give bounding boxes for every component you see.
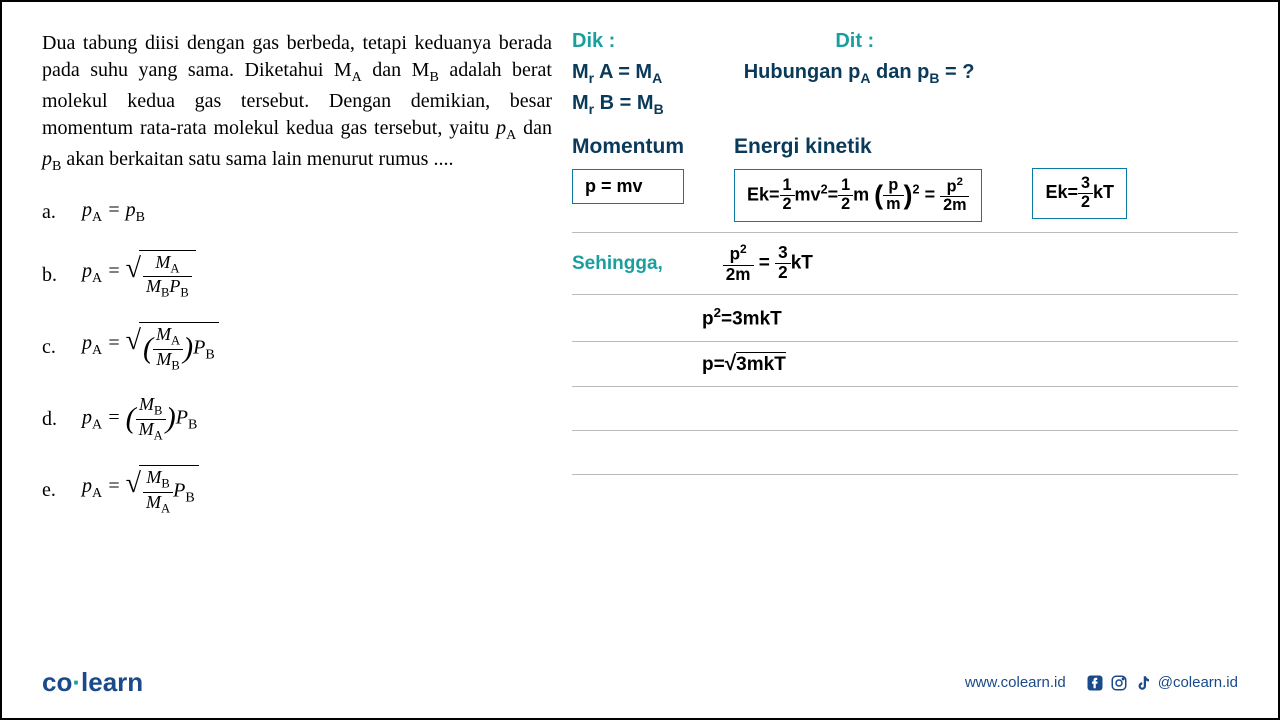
given-mb: Mr B = MB [572, 92, 664, 117]
footer-url: www.colearn.id [965, 674, 1066, 691]
option-d: d. pA = (MBMA)PB [42, 395, 552, 443]
question-column: Dua tabung diisi dengan gas berbeda, tet… [42, 30, 552, 602]
step-1: Sehingga, p22m = 32kT [572, 232, 1238, 295]
option-c: c. pA = (MAMB)PB [42, 322, 552, 373]
step-3: p=√3mkT [572, 342, 1238, 387]
option-b-formula: pA = MAMBPB [82, 250, 196, 301]
footer: co·learn www.colearn.id @colearn.id [42, 667, 1238, 698]
logo: co·learn [42, 667, 143, 698]
dik-label: Dik : [572, 30, 615, 53]
question-text: Dua tabung diisi dengan gas berbeda, tet… [42, 30, 552, 177]
instagram-icon [1110, 674, 1128, 692]
option-c-formula: pA = (MAMB)PB [82, 322, 219, 373]
option-e: e. pA = MBMAPB [42, 465, 552, 516]
ek-derivation-box: Ek=12mv2=12m (pm)2 = p22m [734, 169, 982, 222]
social-handle: @colearn.id [1158, 674, 1238, 691]
option-e-formula: pA = MBMAPB [82, 465, 199, 516]
solution-column: Dik : Dit : Mr A = MA Mr B = MB Hubungan… [572, 30, 1238, 602]
momentum-box: p = mv [572, 169, 684, 204]
sehingga-label: Sehingga, [572, 253, 663, 275]
dit-label: Dit : [835, 30, 874, 53]
facebook-icon [1086, 674, 1104, 692]
option-d-formula: pA = (MBMA)PB [82, 395, 197, 443]
step-empty-1 [572, 387, 1238, 431]
energi-heading: Energi kinetik [734, 135, 982, 159]
option-a-formula: pA = pB [82, 197, 145, 228]
option-d-letter: d. [42, 406, 82, 433]
option-a-letter: a. [42, 199, 82, 226]
social-icons: @colearn.id [1086, 674, 1238, 692]
step-2: p2=3mkT [572, 295, 1238, 341]
step-empty-2 [572, 431, 1238, 475]
working-steps: Sehingga, p22m = 32kT p2=3mkT p=√3mkT [572, 232, 1238, 475]
option-c-letter: c. [42, 334, 82, 361]
momentum-heading: Momentum [572, 135, 684, 159]
asked: Hubungan pA dan pB = ? [744, 61, 975, 117]
given-ma: Mr A = MA [572, 61, 664, 86]
tiktok-icon [1134, 674, 1152, 692]
option-e-letter: e. [42, 477, 82, 504]
ek-kt-box: Ek=32kT [1032, 168, 1127, 219]
option-b-letter: b. [42, 262, 82, 289]
option-a: a. pA = pB [42, 197, 552, 228]
option-b: b. pA = MAMBPB [42, 250, 552, 301]
options-list: a. pA = pB b. pA = MAMBPB c. pA = (MAMB)… [42, 197, 552, 516]
